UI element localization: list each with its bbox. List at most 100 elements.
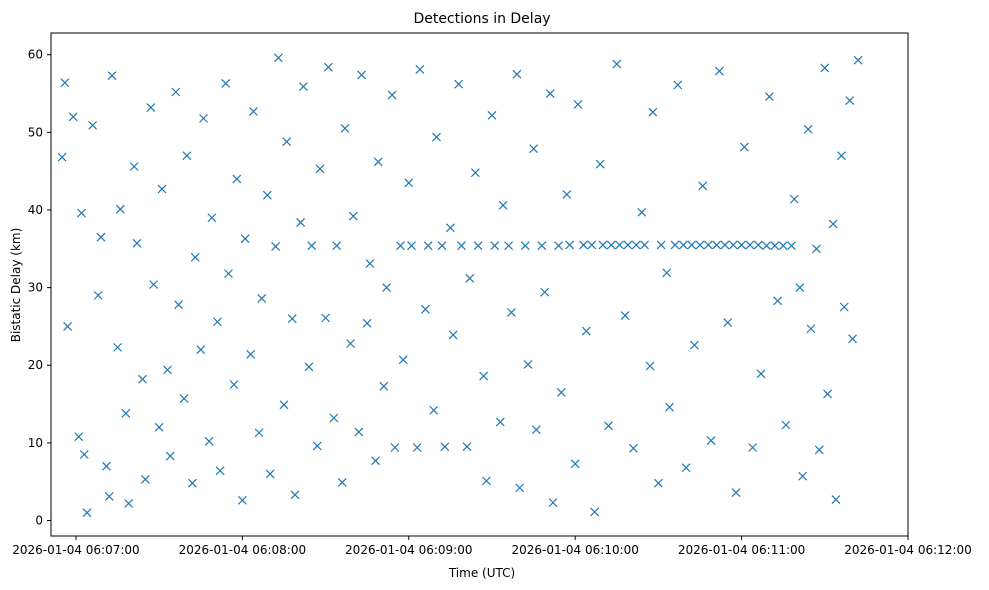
data-point bbox=[149, 280, 159, 289]
plot-area bbox=[50, 32, 909, 537]
data-point bbox=[648, 107, 658, 117]
data-point bbox=[781, 420, 791, 430]
data-point bbox=[498, 200, 508, 210]
data-point bbox=[745, 240, 755, 250]
data-point bbox=[237, 495, 247, 505]
data-point bbox=[570, 459, 580, 469]
data-point bbox=[437, 241, 447, 251]
data-point bbox=[212, 317, 222, 327]
data-point bbox=[789, 194, 799, 204]
data-point bbox=[365, 259, 375, 268]
y-tick-label: 20 bbox=[28, 358, 43, 372]
data-point bbox=[731, 488, 741, 497]
data-point bbox=[670, 240, 680, 250]
data-point bbox=[565, 240, 575, 250]
data-point bbox=[803, 124, 813, 134]
data-point bbox=[290, 490, 300, 500]
data-point bbox=[845, 96, 855, 105]
data-point bbox=[712, 240, 722, 250]
y-tick-label: 0 bbox=[35, 513, 43, 527]
data-point bbox=[462, 442, 472, 452]
data-point bbox=[465, 273, 475, 283]
data-point bbox=[246, 349, 256, 359]
data-point bbox=[382, 283, 392, 293]
data-point bbox=[113, 342, 122, 352]
data-point bbox=[770, 241, 780, 251]
data-point bbox=[124, 498, 134, 508]
data-point bbox=[723, 318, 733, 327]
data-point bbox=[579, 240, 588, 250]
data-point bbox=[831, 495, 841, 504]
data-point bbox=[171, 87, 181, 97]
data-point bbox=[540, 287, 550, 297]
data-point bbox=[853, 55, 863, 65]
data-point bbox=[531, 425, 541, 435]
data-point bbox=[839, 302, 849, 312]
y-axis-label: Bistatic Delay (km) bbox=[9, 228, 23, 343]
data-point bbox=[354, 427, 364, 437]
data-point bbox=[287, 314, 297, 324]
data-point bbox=[487, 110, 497, 120]
data-point bbox=[96, 232, 106, 242]
data-point bbox=[196, 345, 206, 355]
data-point bbox=[678, 240, 688, 250]
data-point bbox=[681, 463, 691, 473]
data-point bbox=[423, 241, 433, 251]
data-point bbox=[232, 174, 242, 184]
data-point bbox=[179, 394, 189, 404]
data-point bbox=[307, 241, 317, 251]
data-point bbox=[165, 451, 175, 461]
data-point bbox=[102, 461, 111, 471]
x-tick-label: 2026-01-04 06:11:00 bbox=[678, 543, 805, 557]
data-point bbox=[215, 466, 225, 476]
data-point bbox=[107, 71, 117, 81]
data-point bbox=[104, 491, 114, 501]
data-point bbox=[823, 389, 832, 399]
data-point bbox=[695, 240, 705, 250]
data-point bbox=[129, 162, 139, 171]
data-points bbox=[57, 53, 863, 518]
data-point bbox=[448, 330, 458, 340]
data-point bbox=[656, 240, 666, 250]
data-point bbox=[332, 241, 342, 251]
data-point bbox=[337, 478, 347, 487]
data-point bbox=[662, 268, 672, 278]
data-point bbox=[271, 242, 281, 251]
data-point bbox=[265, 469, 275, 479]
data-point bbox=[154, 422, 164, 432]
x-tick-label: 2026-01-04 06:07:00 bbox=[12, 543, 139, 557]
data-point bbox=[296, 217, 306, 227]
data-point bbox=[323, 62, 333, 72]
data-point bbox=[598, 240, 608, 250]
data-point bbox=[387, 90, 397, 100]
data-point bbox=[653, 478, 663, 488]
data-point bbox=[595, 159, 605, 169]
data-point bbox=[764, 92, 774, 102]
data-point bbox=[146, 103, 156, 112]
data-point bbox=[132, 238, 142, 248]
data-point bbox=[93, 290, 103, 300]
data-point bbox=[398, 355, 408, 365]
data-point bbox=[157, 184, 167, 194]
data-point bbox=[714, 66, 724, 76]
x-tick-label: 2026-01-04 06:10:00 bbox=[511, 543, 638, 557]
data-point bbox=[606, 240, 616, 250]
data-point bbox=[673, 80, 683, 90]
data-point bbox=[415, 65, 425, 74]
data-point bbox=[687, 240, 697, 250]
data-point bbox=[257, 294, 267, 303]
data-point bbox=[57, 152, 67, 162]
data-point bbox=[224, 269, 233, 279]
data-point bbox=[204, 436, 214, 446]
data-point bbox=[79, 450, 89, 459]
data-point bbox=[188, 478, 197, 488]
data-point bbox=[373, 157, 383, 167]
data-point bbox=[820, 63, 830, 73]
data-point bbox=[77, 208, 86, 218]
data-point bbox=[706, 436, 716, 445]
data-point bbox=[298, 82, 308, 91]
y-tick-label: 30 bbox=[28, 281, 43, 295]
x-tick-label: 2026-01-04 06:09:00 bbox=[345, 543, 472, 557]
data-point bbox=[457, 241, 466, 251]
data-point bbox=[348, 211, 358, 221]
